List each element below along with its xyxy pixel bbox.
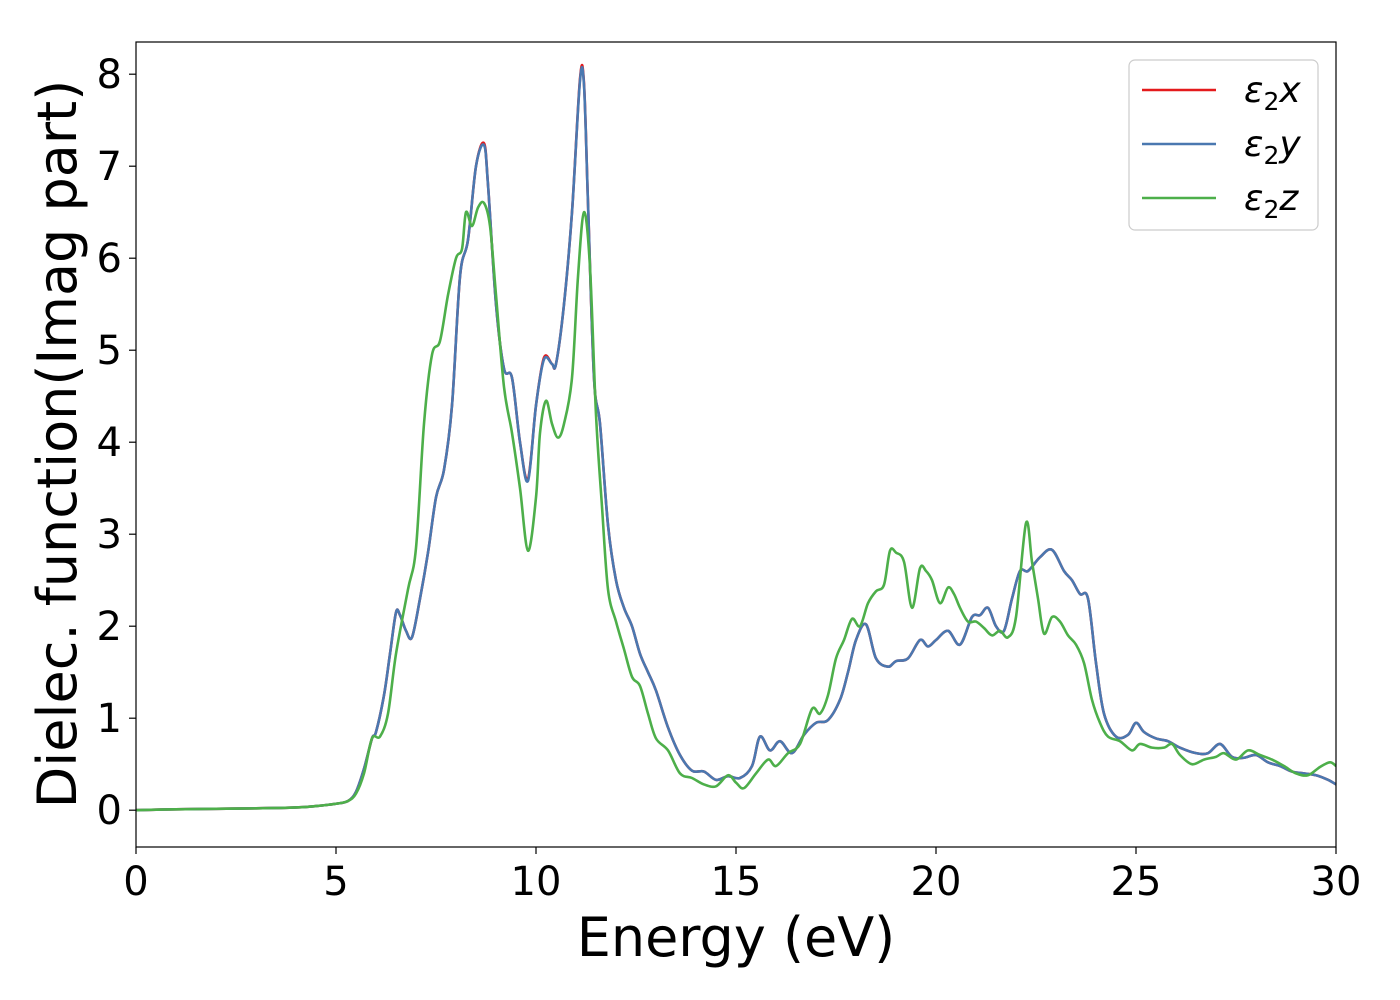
- y-tick-label: 0: [97, 788, 122, 834]
- series-line-z: [135, 200, 1337, 812]
- legend-box: [1128, 59, 1319, 231]
- y-tick-label: 2: [97, 604, 122, 650]
- y-axis-label: Dielec. function(Imag part): [26, 80, 89, 809]
- y-tick-label: 1: [97, 696, 122, 742]
- x-tick-label: 5: [323, 859, 348, 905]
- x-tick-label: 30: [1311, 859, 1362, 905]
- y-tick-label: 4: [97, 420, 122, 466]
- x-axis-ticks: 0 5 10 15 20 25 30: [123, 847, 1361, 905]
- legend: ε2x ε2y ε2z: [1128, 59, 1319, 231]
- legend-label-x: ε2x: [1244, 70, 1301, 116]
- x-tick-label: 20: [911, 859, 962, 905]
- x-tick-label: 25: [1111, 859, 1162, 905]
- legend-label-z: ε2z: [1244, 178, 1299, 224]
- series-layer: [135, 63, 1337, 812]
- x-tick-label: 15: [711, 859, 762, 905]
- x-axis-label: Energy (eV): [577, 906, 896, 969]
- y-tick-label: 3: [97, 512, 122, 558]
- y-tick-label: 8: [97, 52, 122, 98]
- x-tick-label: 10: [511, 859, 562, 905]
- legend-items: ε2x ε2y ε2z: [1142, 70, 1301, 224]
- x-tick-label: 0: [123, 859, 148, 905]
- y-axis-ticks: 0 1 2 3 4 5 6 7 8: [97, 52, 136, 834]
- legend-label-y: ε2y: [1244, 124, 1301, 170]
- series-line-y: [135, 66, 1337, 812]
- y-tick-label: 7: [97, 144, 122, 190]
- y-tick-label: 5: [97, 328, 122, 374]
- y-tick-label: 6: [97, 236, 122, 282]
